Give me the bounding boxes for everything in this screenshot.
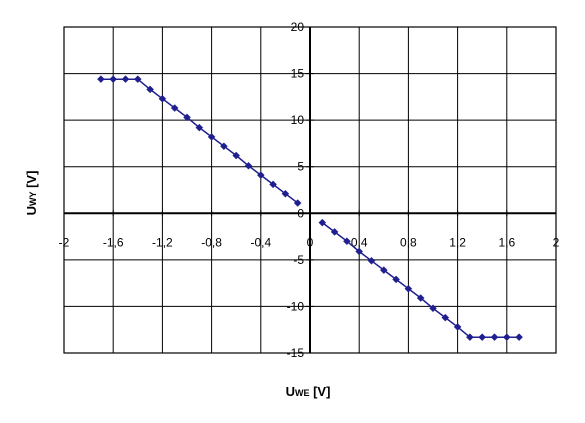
x-tick-label: 2 [553,235,560,249]
data-point [404,284,413,293]
y-tick-label: 5 [297,160,304,174]
data-point [379,266,388,274]
y-tick-label: -5 [293,253,304,267]
data-point [244,161,253,170]
data-points [97,75,523,342]
data-point [441,313,450,322]
x-tick-label: -1,2 [152,235,173,249]
y-tick-labels: -15 -10 -5 0 5 10 15 20 [287,20,305,360]
x-tick-label: 0 [307,235,314,249]
data-point [183,113,191,122]
data-point [478,333,487,342]
x-axis-title: UWE [V] [286,384,331,399]
data-point [121,75,130,84]
y-tick-label: 20 [291,20,305,34]
data-point [466,333,474,342]
data-point [502,333,511,342]
data-point [232,151,241,160]
data-point [515,333,523,342]
y-tick-label: 15 [291,67,305,81]
data-point [281,189,290,198]
y-tick-label: 0 [297,206,304,220]
data-point [416,294,425,302]
y-tick-label: -15 [287,346,305,360]
data-point [109,75,118,84]
data-point [133,75,142,84]
data-point [220,142,228,151]
data-point [330,228,339,236]
data-point [256,171,265,179]
data-point [293,199,302,207]
x-tick-labels: -2 -1,6 -1,2 -0,8 -0,4 0 0,4 0,8 1,2 1,6 2 [59,235,560,249]
data-point [343,237,351,246]
axes [63,26,557,354]
data-point [453,323,462,331]
data-point [392,275,400,284]
data-point [158,94,167,103]
y-tick-label: 10 [291,113,305,127]
x-tick-label: -0,8 [201,235,222,249]
data-point [97,75,105,84]
data-point [490,333,499,342]
x-tick-label: -0,4 [250,235,271,249]
x-tick-label: -1,6 [103,235,124,249]
data-point [195,123,204,132]
data-point [146,85,154,94]
data-point [269,180,277,189]
x-tick-label: 1,2 [449,235,466,249]
data-point [367,256,376,265]
x-tick-label: -2 [59,235,70,249]
y-axis-title: UWY [V] [24,171,39,216]
data-point [170,104,179,112]
data-point [318,218,327,227]
data-point [207,133,216,141]
x-tick-label: 0,4 [351,235,368,249]
y-tick-label: -10 [287,299,305,313]
data-point [355,247,364,256]
data-point [429,304,437,313]
x-tick-label: 0,8 [400,235,417,249]
x-tick-label: 1,6 [498,235,515,249]
